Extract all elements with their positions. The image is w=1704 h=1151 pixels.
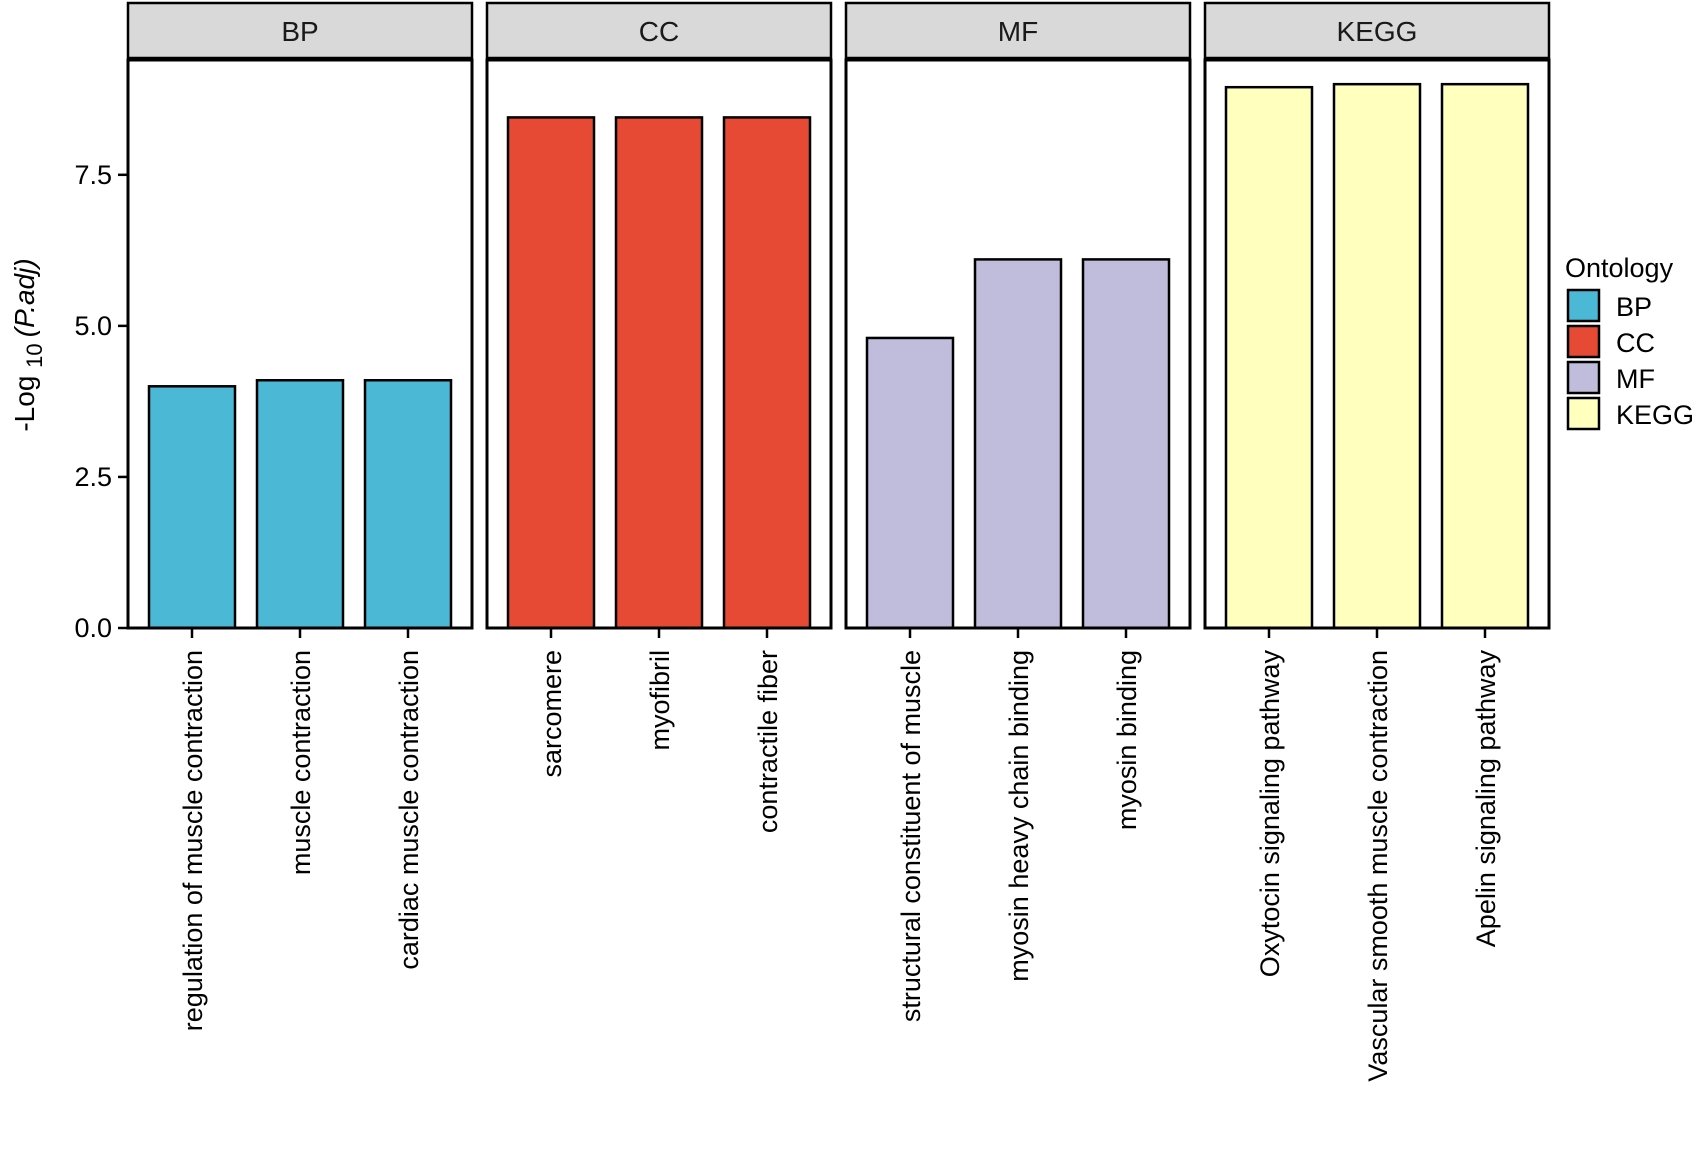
y-tick-label: 2.5 [74,462,112,492]
facet-strip-label: MF [998,16,1038,47]
x-category-label: cardiac muscle contraction [394,650,424,970]
bar [506,116,596,630]
legend-label: BP [1616,292,1652,322]
y-tick-label: 5.0 [74,311,112,341]
facet-strip-label: BP [281,16,318,47]
facet-strip [1203,1,1551,60]
y-axis-label-term: (P.adj) [9,258,40,337]
facet-panel-mf: MF structural constituent of muscle myosin… [844,1,1192,1022]
panel-frame [485,58,833,630]
bar [363,379,453,630]
panel-frame [1203,58,1551,630]
legend-key-bp [1566,288,1601,323]
facet-strip [844,1,1192,60]
bar [1332,82,1422,630]
legend-title: Ontology [1565,253,1674,283]
facet-panel-cc: CC sarcomere myofibril contractile fiber [485,1,833,833]
y-tick-label: 7.5 [74,160,112,190]
facet-strip [126,1,474,60]
x-category-label: Apelin signaling pathway [1471,650,1501,948]
panel-frame [844,58,1192,630]
facet-panel-kegg: KEGG Oxytocin signaling pathway Vascular s… [1203,1,1551,1082]
y-axis-label: -Log 10 (P.adj) [9,258,47,431]
legend-label: KEGG [1616,400,1694,430]
chart-panels: BP regulation of muscle contraction muscle… [126,1,1551,1082]
legend-key-kegg [1566,396,1601,431]
bar [255,379,345,630]
legend-key-cc [1566,324,1601,359]
legend-label: MF [1616,364,1655,394]
panel-frame [126,58,474,630]
legend-label: CC [1616,328,1655,358]
legend-key-mf [1566,360,1601,395]
bar [865,336,955,630]
facet-panel-bp: BP regulation of muscle contraction muscle… [126,1,474,1031]
x-category-label: regulation of muscle contraction [178,650,208,1031]
y-tick-label: 0.0 [74,613,112,643]
x-category-label: Vascular smooth muscle contraction [1363,650,1393,1082]
x-category-label: myosin binding [1112,650,1142,830]
facet-strip-label: CC [639,16,679,47]
bar [973,258,1063,630]
y-axis-label-prefix: -Log [9,368,40,432]
bar [1224,85,1314,630]
x-category-label: contractile fiber [753,650,783,833]
facet-strip-label: KEGG [1337,16,1418,47]
x-category-label: structural constituent of muscle [896,650,926,1022]
legend: Ontology BP CC MF KEGG [1565,253,1694,431]
bar [147,385,237,630]
x-category-label: Oxytocin signaling pathway [1255,650,1285,978]
x-category-label: muscle contraction [286,650,316,875]
x-category-label: sarcomere [537,650,567,778]
facet-strip [485,1,833,60]
y-axis-label-subscript: 10 [22,337,47,368]
bar [722,116,812,630]
x-category-label: myosin heavy chain binding [1004,650,1034,982]
bar [614,116,704,630]
y-axis: 0.0 2.5 5.0 7.5 -Log 10 (P.adj) [9,160,128,643]
bar [1081,258,1171,630]
x-category-label: myofibril [645,650,675,751]
bar [1440,82,1530,630]
